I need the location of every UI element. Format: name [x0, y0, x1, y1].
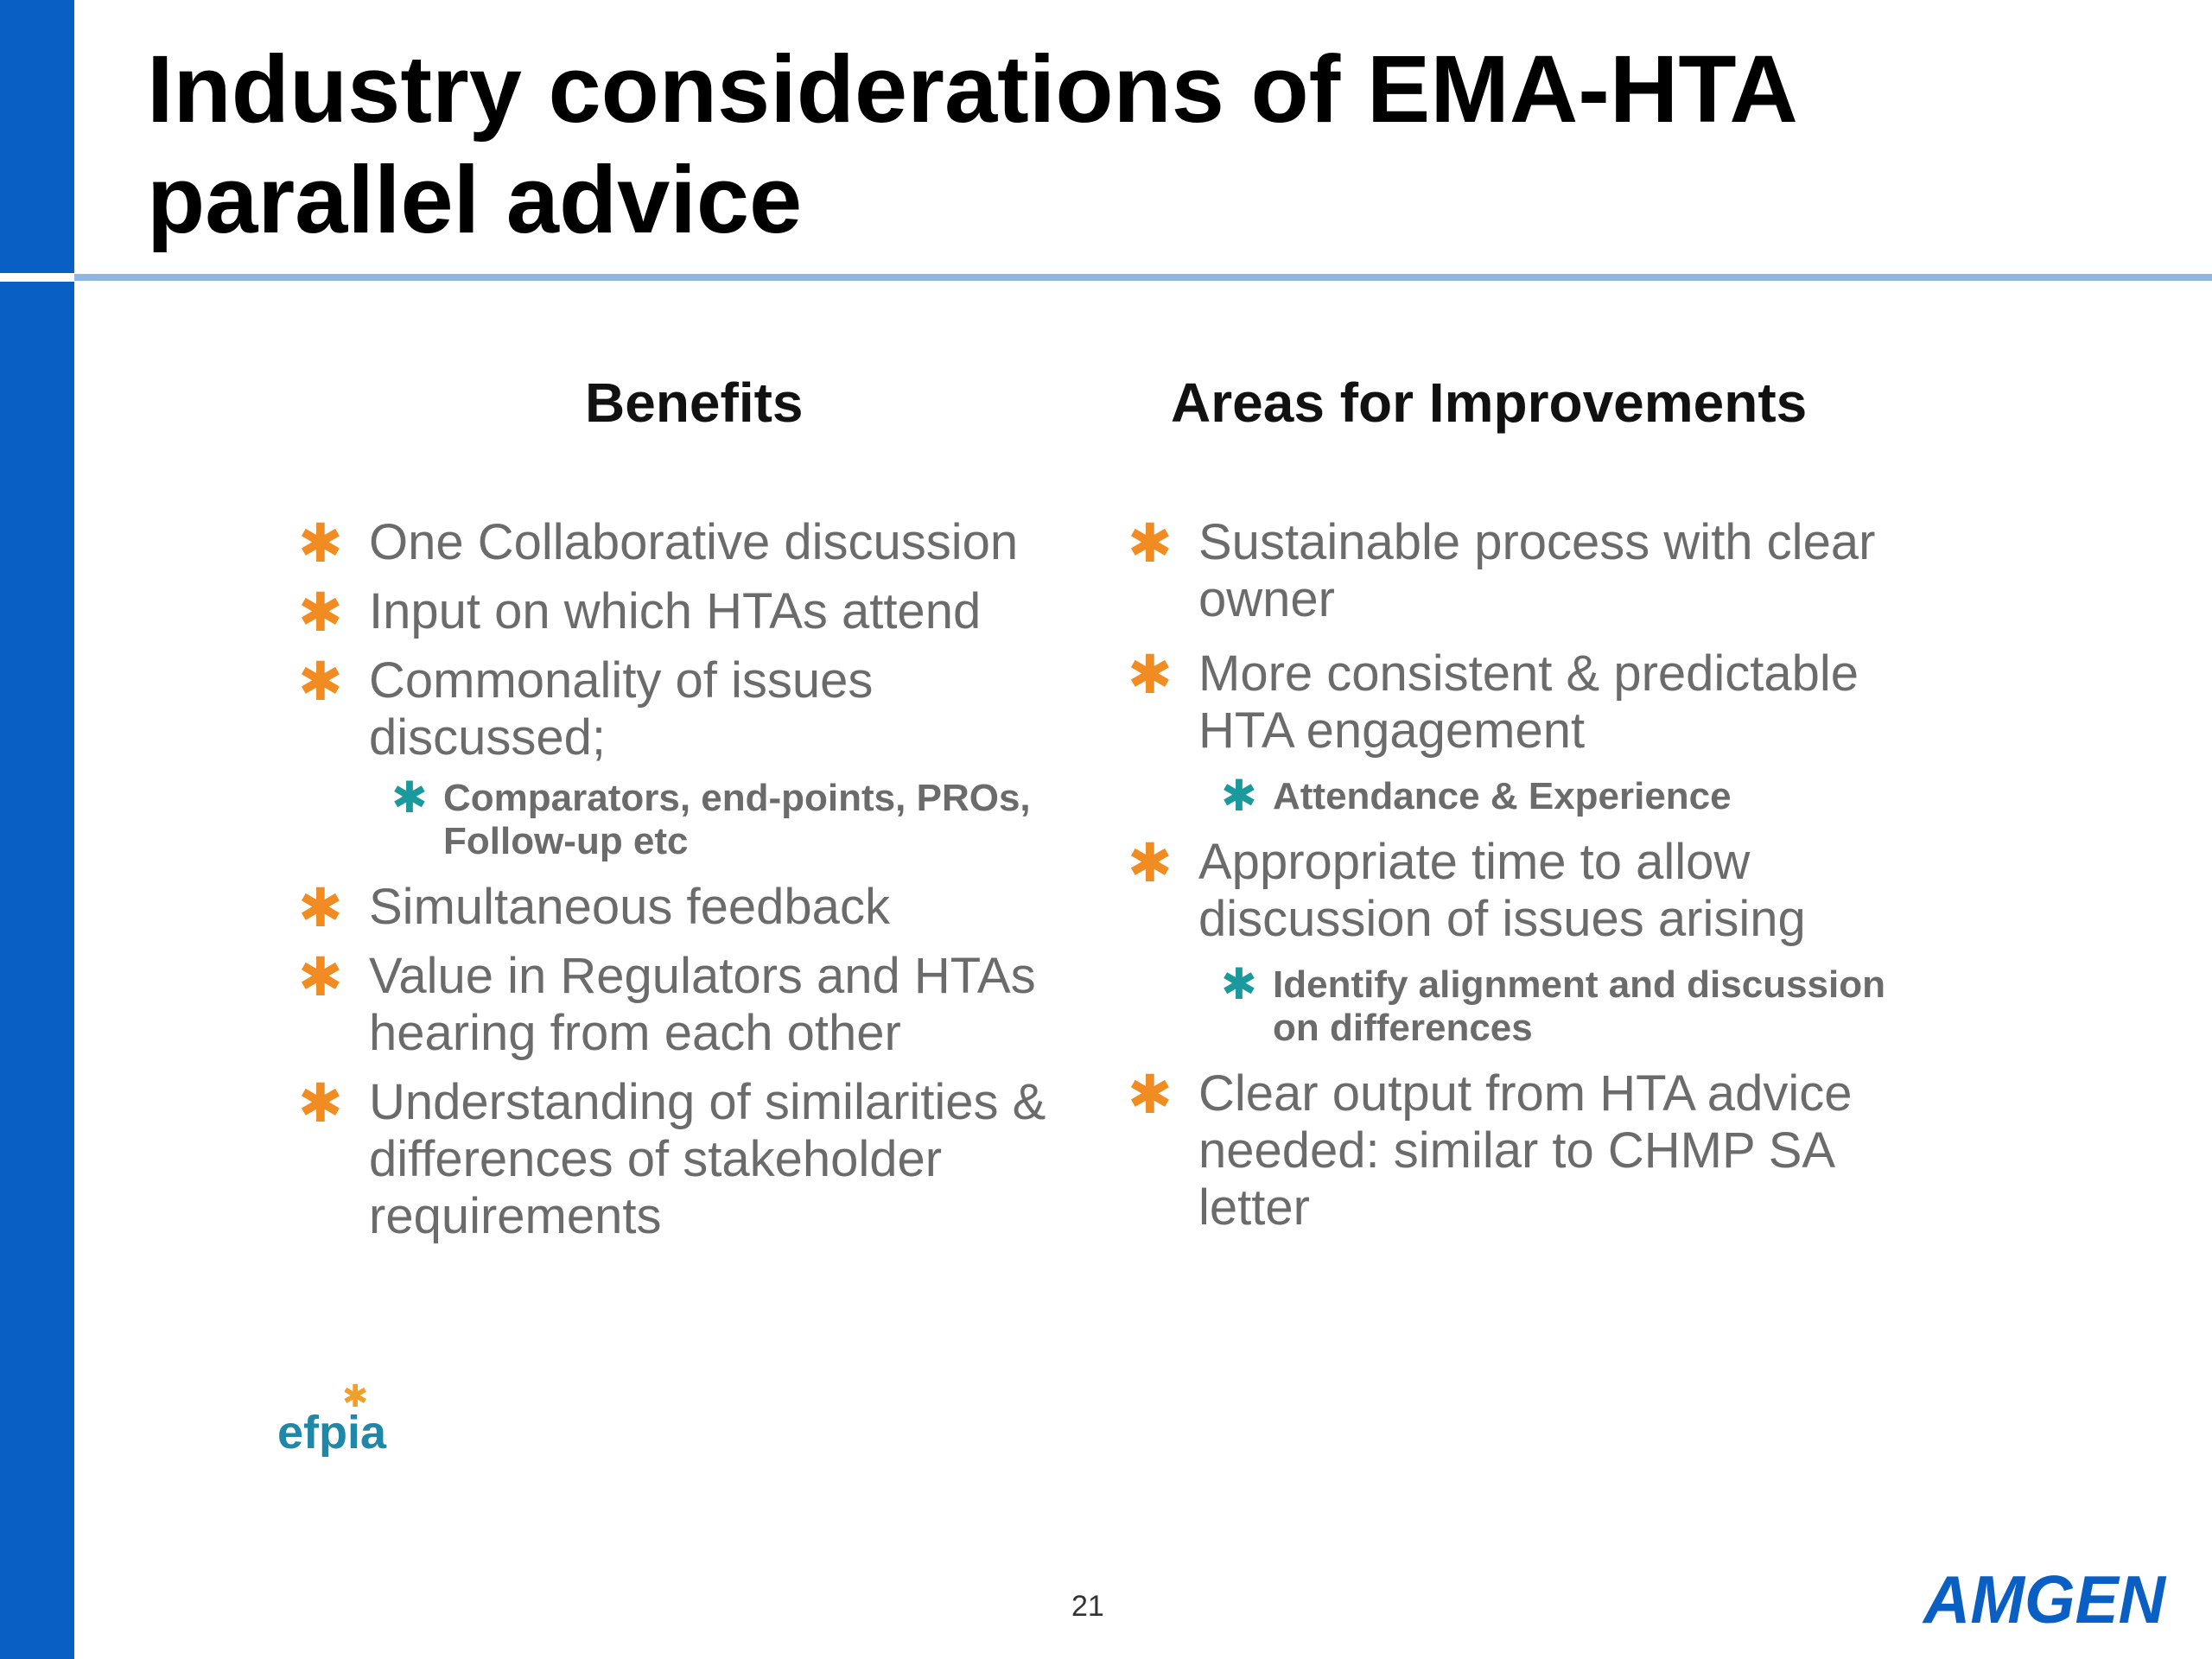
list-item: ✱ More consistent & predictable HTA enga…: [1128, 645, 1940, 760]
asterisk-bullet-icon: ✱: [1128, 645, 1173, 705]
list-item: ✱ Sustainable process with clear owner: [1128, 514, 1940, 628]
slide-title: Industry considerations of EMA-HTA paral…: [147, 36, 1795, 253]
asterisk-sub-bullet-icon: ✱: [1221, 772, 1257, 820]
list-item-text: Input on which HTAs attend: [369, 583, 982, 639]
page-number: 21: [1071, 1590, 1104, 1623]
list-item-text: One Collaborative discussion: [369, 514, 1019, 570]
asterisk-bullet-icon: ✱: [1128, 514, 1173, 574]
list-item: ✱ One Collaborative discussion: [298, 514, 1084, 574]
asterisk-bullet-icon: ✱: [298, 948, 343, 1007]
list-item-text: Value in Regulators and HTAs hearing fro…: [369, 948, 1036, 1061]
list-item: ✱ Appropriate time to allow discussion o…: [1128, 834, 1940, 948]
list-item: ✱ Understanding of similarities & differ…: [298, 1074, 1084, 1245]
improvements-heading: Areas for Improvements: [1171, 372, 1808, 434]
list-item: ✱ Value in Regulators and HTAs hearing f…: [298, 948, 1084, 1062]
title-divider: [74, 274, 2212, 281]
list-item: ✱ Commonality of issues discussed;: [298, 652, 974, 766]
amgen-logo: AMGEN: [1922, 1561, 2167, 1635]
asterisk-bullet-icon: ✱: [298, 652, 343, 712]
asterisk-bullet-icon: ✱: [1128, 1065, 1173, 1125]
list-item: ✱ Input on which HTAs attend: [298, 583, 1084, 643]
list-item-text: Simultaneous feedback: [369, 879, 890, 935]
sub-list-item-text: Attendance & Experience: [1273, 775, 1732, 817]
asterisk-bullet-icon: ✱: [1128, 834, 1173, 893]
sub-list-item: ✱ Attendance & Experience: [1221, 772, 1940, 820]
list-item-text: Clear output from HTA advice needed: sim…: [1198, 1065, 1853, 1236]
asterisk-bullet-icon: ✱: [298, 514, 343, 574]
left-bar-notch: [0, 273, 74, 282]
list-item: ✱ Simultaneous feedback: [298, 879, 1084, 938]
asterisk-bullet-icon: ✱: [298, 1074, 343, 1134]
list-item-text: Appropriate time to allow discussion of …: [1198, 834, 1806, 947]
list-item-text: Understanding of similarities & differen…: [369, 1074, 1046, 1244]
benefits-list: ✱ One Collaborative discussion ✱ Input o…: [298, 514, 1084, 1257]
amgen-logo-text: AMGEN: [1922, 1561, 2167, 1635]
asterisk-sub-bullet-icon: ✱: [1221, 960, 1257, 1008]
benefits-heading: Benefits: [585, 372, 804, 434]
asterisk-bullet-icon: ✱: [298, 879, 343, 938]
list-item: ✱ Clear output from HTA advice needed: s…: [1128, 1065, 1940, 1236]
sub-list-item-text: Comparators, end-points, PROs, Follow-up…: [443, 777, 1031, 862]
improvements-list: ✱ Sustainable process with clear owner ✱…: [1128, 514, 1940, 1254]
efpia-asterisk-icon: ✱: [342, 1379, 368, 1414]
sub-list-item: ✱ Identify alignment and discussion on d…: [1221, 960, 1940, 1050]
efpia-logo-text: efpia: [277, 1407, 387, 1457]
asterisk-bullet-icon: ✱: [298, 583, 343, 643]
sub-list-item-text: Identify alignment and discussion on dif…: [1273, 963, 1885, 1049]
list-item-text: Commonality of issues discussed;: [369, 652, 874, 766]
list-item-text: More consistent & predictable HTA engage…: [1198, 645, 1859, 759]
left-accent-bar: [0, 0, 74, 1659]
list-item-text: Sustainable process with clear owner: [1198, 514, 1876, 627]
efpia-logo: efpia ✱: [277, 1379, 387, 1457]
sub-list-item: ✱ Comparators, end-points, PROs, Follow-…: [391, 773, 1084, 863]
asterisk-sub-bullet-icon: ✱: [391, 773, 428, 822]
